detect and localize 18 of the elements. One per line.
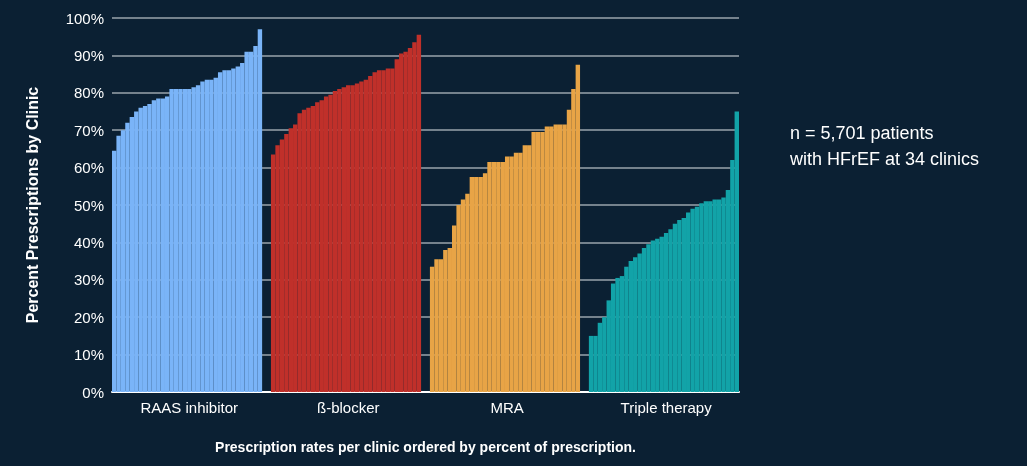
text: n = 5,701 patients with HFrEF at 34 clinics [789,123,980,169]
y-tick-label: 30% [73,271,104,289]
y-tick-label: 70% [73,121,104,139]
y-tick-label: 40% [73,233,104,251]
y-tick-label: 50% [73,196,104,214]
x-tick-label: Triple therapy [620,399,713,416]
x-tick-label: ß-blocker [316,399,380,416]
y-tick-label: 20% [73,308,104,326]
y-axis-title: Percent Prescriptions by Clinic [23,86,41,324]
y-tick-label: 0% [82,383,104,401]
y-tick-label: 100% [65,9,104,27]
x-tick-label: RAAS inhibitor [140,399,239,416]
x-tick-label: MRA [490,399,524,416]
x-axis-title: Prescription rates per clinic ordered by percent of prescription. [215,439,636,455]
y-tick-label: 80% [73,84,104,102]
y-tick-label: 90% [73,46,104,64]
y-tick-label: 10% [73,346,104,364]
y-tick-label: 60% [73,159,104,177]
